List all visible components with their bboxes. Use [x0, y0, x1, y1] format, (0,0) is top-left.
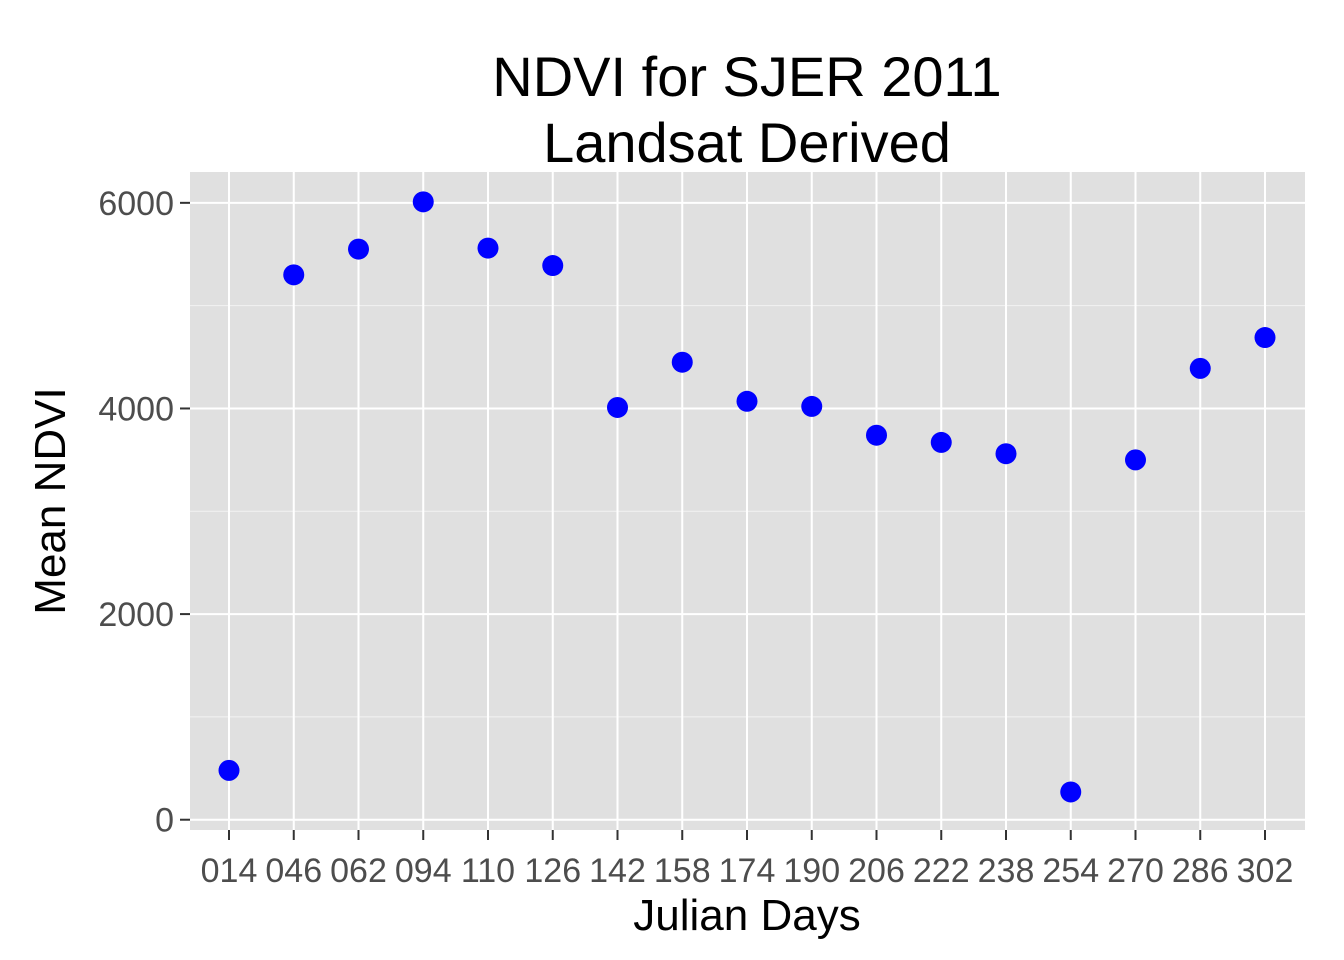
x-axis: 014 046 062 094 110 126 142 158 174 190 206 222 238 2…: [201, 830, 1294, 890]
x-tick-label: 286: [1172, 852, 1229, 890]
data-point: [1060, 781, 1082, 803]
data-points: [218, 191, 1276, 803]
data-point: [995, 443, 1017, 465]
data-point: [930, 431, 952, 453]
x-tick-label: 110: [461, 852, 515, 890]
chart-title: NDVI for SJER 2011: [492, 45, 1001, 108]
x-tick-label: 142: [589, 852, 646, 890]
data-point: [477, 237, 499, 259]
y-tick-label: 4000: [98, 390, 174, 428]
data-point: [736, 390, 758, 412]
data-point: [283, 264, 305, 286]
y-tick-label: 2000: [98, 596, 174, 634]
data-point: [671, 351, 693, 373]
x-tick-label: 014: [201, 852, 258, 890]
x-tick-label: 190: [783, 852, 840, 890]
x-tick-label: 206: [848, 852, 905, 890]
y-axis: 0 2000 4000 6000: [98, 185, 190, 840]
data-point: [348, 238, 369, 260]
x-tick-label: 222: [913, 852, 970, 890]
chart-subtitle: Landsat Derived: [543, 111, 951, 174]
x-tick-label: 126: [524, 852, 581, 890]
y-tick-label: 0: [155, 802, 174, 840]
x-tick-label: 158: [654, 852, 711, 890]
data-point: [1125, 449, 1146, 471]
data-point: [1189, 357, 1211, 379]
x-tick-label: 254: [1042, 852, 1099, 890]
x-axis-title: Julian Days: [633, 891, 860, 940]
y-tick-label: 6000: [98, 185, 174, 223]
y-axis-title: Mean NDVI: [26, 387, 75, 614]
x-tick-label: 238: [978, 852, 1035, 890]
data-point: [866, 424, 887, 446]
x-tick-label: 046: [265, 852, 322, 890]
data-point: [801, 395, 823, 417]
data-point: [218, 759, 240, 781]
data-point: [1254, 327, 1276, 349]
x-tick-label: 302: [1237, 852, 1294, 890]
data-point: [542, 255, 564, 277]
x-tick-label: 174: [719, 852, 776, 890]
x-tick-label: 062: [330, 852, 387, 890]
x-tick-label: 094: [395, 852, 452, 890]
data-point: [607, 396, 628, 418]
x-tick-label: 270: [1107, 852, 1164, 890]
data-point: [412, 191, 434, 213]
